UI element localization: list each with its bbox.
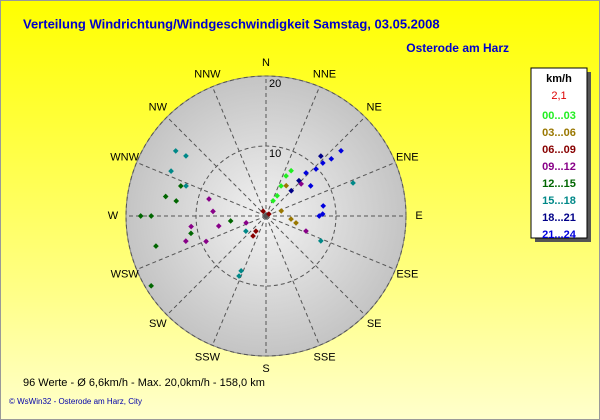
data-point (338, 147, 344, 154)
data-point (177, 183, 184, 189)
direction-label: NNW (194, 69, 221, 81)
data-point (296, 177, 302, 184)
data-point (188, 230, 194, 237)
data-point (206, 196, 212, 202)
data-point (148, 282, 154, 289)
legend-entry: 21...24 (542, 229, 577, 241)
data-point (303, 170, 309, 176)
data-point (183, 238, 189, 244)
data-point (250, 233, 256, 239)
spoke (211, 86, 267, 217)
data-point (260, 208, 266, 215)
data-point (183, 153, 189, 159)
data-point (274, 192, 280, 199)
data-point (243, 220, 249, 226)
direction-label: SW (149, 318, 167, 330)
data-point (278, 183, 284, 189)
data-point (236, 273, 242, 279)
data-point (293, 220, 299, 226)
direction-label: NE (367, 102, 382, 114)
chart-subtitle: Osterode am Harz (406, 41, 509, 55)
data-point (313, 166, 319, 172)
direction-label: SSE (314, 351, 336, 363)
data-point (288, 216, 294, 222)
legend-entry: 09...12 (542, 161, 576, 173)
data-point (320, 203, 327, 209)
data-point (168, 168, 174, 174)
data-point (227, 218, 234, 224)
data-point (210, 208, 216, 215)
data-point (162, 193, 169, 200)
direction-label: SE (367, 318, 382, 330)
data-point (238, 267, 244, 274)
spoke (265, 215, 396, 271)
legend-entry: 03...06 (542, 127, 576, 139)
spoke (265, 215, 321, 346)
direction-label: N (262, 57, 270, 69)
data-point (148, 213, 155, 219)
data-point (215, 223, 222, 229)
legend-entry: 12...15 (542, 178, 576, 190)
data-point (203, 238, 209, 245)
spoke (166, 116, 267, 217)
data-point (153, 243, 159, 249)
direction-label: ENE (396, 151, 419, 163)
direction-label: W (108, 210, 119, 222)
data-point (318, 153, 324, 159)
summary: 96 Werte - Ø 6,6km/h - Max. 20,0km/h - 1… (23, 377, 265, 389)
data-point (319, 160, 326, 166)
legend-box (530, 67, 588, 239)
spoke (136, 161, 267, 217)
direction-label: NW (149, 102, 168, 114)
legend-title: km/h (546, 73, 572, 85)
data-point (288, 167, 294, 174)
data-point (316, 213, 323, 219)
legend-value: 2,1 (551, 90, 566, 102)
data-point (243, 228, 249, 234)
spoke (265, 86, 321, 217)
data-point (328, 155, 335, 162)
spoke (265, 215, 366, 316)
direction-label: WSW (111, 268, 140, 280)
data-point (173, 198, 180, 204)
direction-label: ESE (396, 268, 418, 280)
data-point (283, 182, 290, 189)
data-point (303, 228, 309, 234)
footer: © WsWin32 - Osterode am Harz, City (9, 397, 142, 406)
legend-entry: 06...09 (542, 144, 576, 156)
data-point (283, 173, 289, 179)
data-point (183, 183, 189, 189)
data-point (137, 213, 144, 219)
legend-entry: 15...18 (542, 195, 576, 207)
r-tick-label: 20 (269, 78, 281, 90)
spoke (265, 161, 396, 217)
spoke (211, 215, 267, 346)
chart-title: Verteilung Windrichtung/Windgeschwindigk… (23, 16, 440, 31)
data-point (278, 208, 285, 214)
legend-entry: 00...03 (542, 110, 576, 122)
r-tick-label: 10 (269, 148, 281, 160)
spoke (136, 215, 267, 271)
direction-label: NNE (313, 69, 336, 81)
legend-entry: 18...21 (542, 212, 576, 224)
data-point (350, 180, 356, 186)
data-point (288, 187, 295, 194)
grid-ring (125, 75, 407, 357)
data-point (317, 238, 324, 244)
direction-label: WNW (110, 151, 139, 163)
spoke (166, 215, 267, 316)
data-point (266, 211, 272, 217)
direction-label: S (262, 363, 269, 375)
data-point (253, 228, 259, 234)
data-point (172, 148, 179, 154)
direction-label: SSW (195, 351, 221, 363)
data-point (188, 223, 194, 230)
direction-label: E (415, 210, 422, 222)
spoke (265, 116, 366, 217)
data-point (270, 197, 276, 204)
data-point (307, 183, 314, 189)
